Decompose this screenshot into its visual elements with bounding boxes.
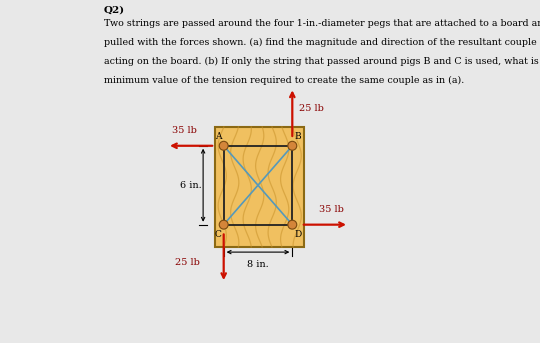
Text: pulled with the forces shown. (a) find the magnitude and direction of the result: pulled with the forces shown. (a) find t… (104, 38, 536, 47)
Circle shape (219, 220, 228, 229)
Circle shape (288, 141, 297, 150)
Bar (215, 127, 305, 247)
Circle shape (288, 220, 297, 229)
Text: 25 lb: 25 lb (299, 104, 324, 113)
Text: 8 in.: 8 in. (247, 260, 269, 269)
Text: A: A (215, 132, 222, 141)
Text: acting on the board. (b) If only the string that passed around pigs B and C is u: acting on the board. (b) If only the str… (104, 57, 540, 66)
Text: 25 lb: 25 lb (175, 258, 200, 267)
Text: Two strings are passed around the four 1-in.-diameter pegs that are attached to : Two strings are passed around the four 1… (104, 19, 540, 28)
Text: Q2): Q2) (104, 5, 125, 14)
Text: minimum value of the tension required to create the same couple as in (a).: minimum value of the tension required to… (104, 75, 464, 85)
Text: C: C (215, 229, 222, 239)
Circle shape (219, 141, 228, 150)
Text: 35 lb: 35 lb (172, 127, 198, 135)
Text: B: B (294, 132, 301, 141)
Text: D: D (294, 229, 301, 239)
Text: 6 in.: 6 in. (179, 181, 201, 190)
Text: 35 lb: 35 lb (319, 205, 344, 214)
